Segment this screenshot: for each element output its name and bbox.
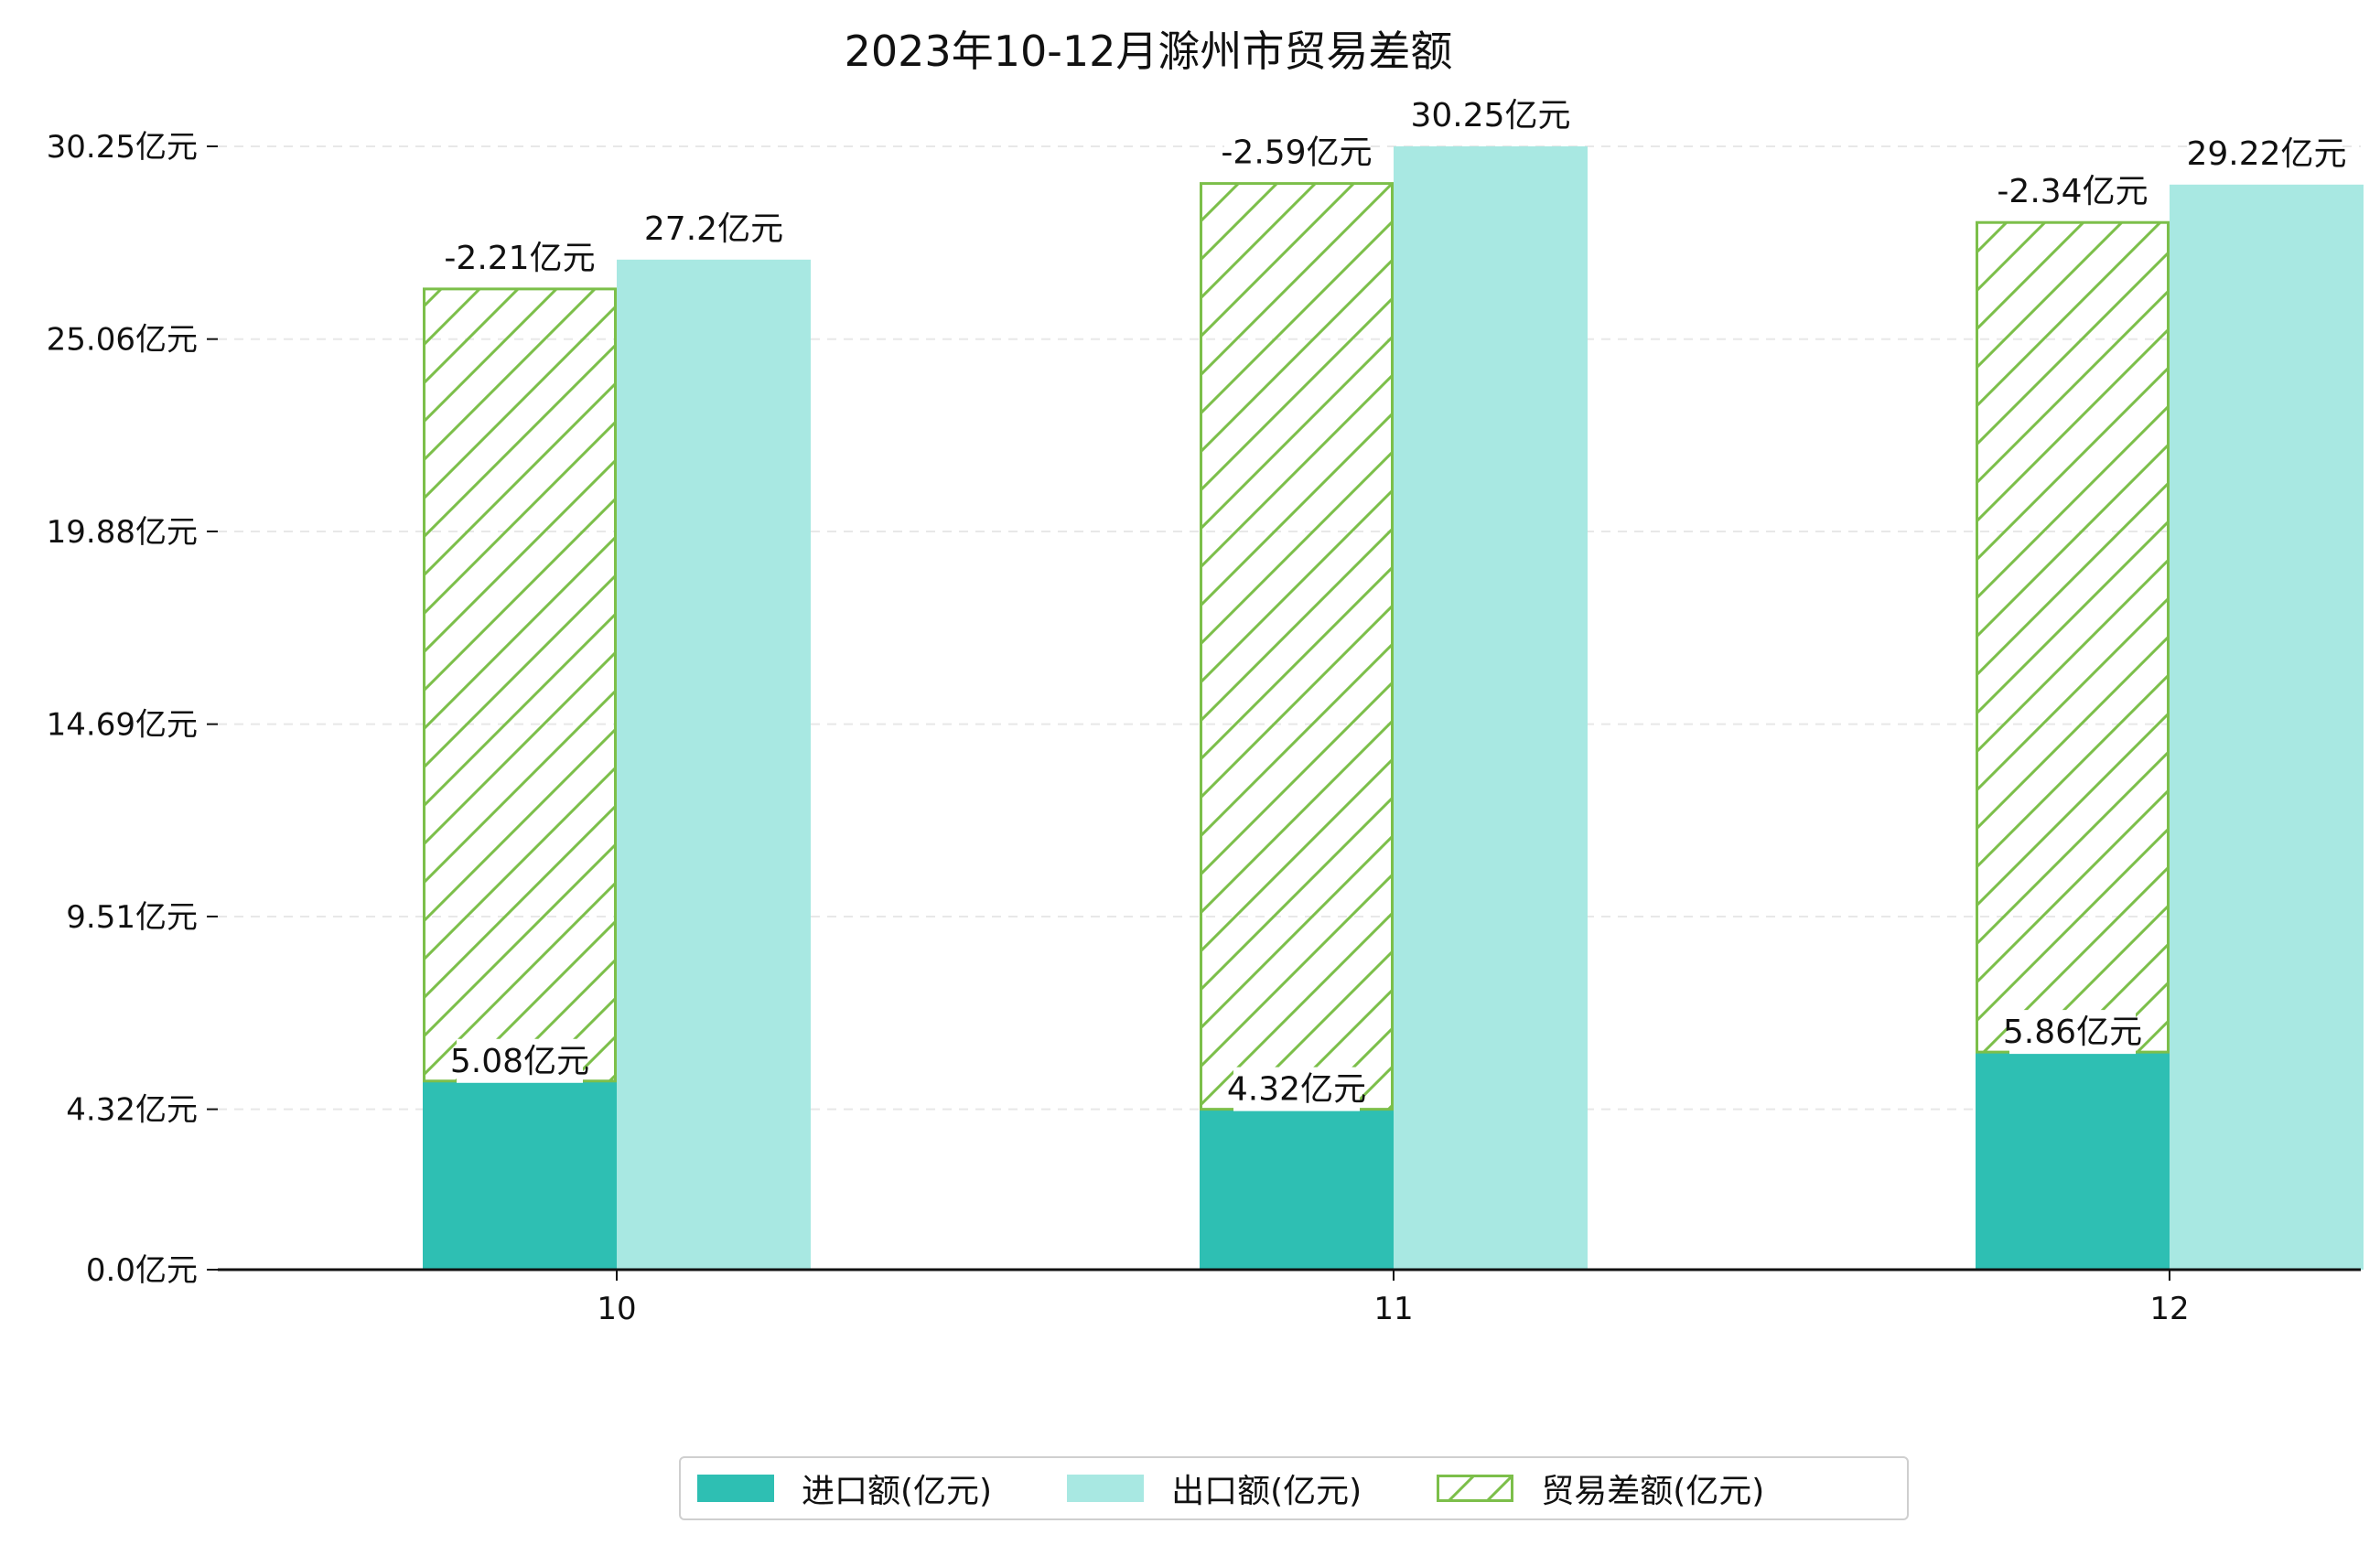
bars bbox=[423, 146, 2364, 1271]
chart-title: 2023年10-12月滁州市贸易差额 bbox=[845, 27, 1453, 76]
bar-import bbox=[1200, 1109, 1394, 1270]
bar-trade-balance bbox=[423, 287, 617, 1083]
bar-trade-balance bbox=[1200, 182, 1394, 1111]
data-label-import-bg bbox=[1233, 1067, 1360, 1111]
legend-label-import: 进口额(亿元) bbox=[802, 1473, 993, 1510]
legend-label-export: 出口额(亿元) bbox=[1171, 1473, 1362, 1510]
data-label-import: 4.32亿元 bbox=[1227, 1071, 1366, 1109]
data-label-export: 30.25亿元 bbox=[1410, 97, 1570, 134]
data-label-balance: -2.59亿元 bbox=[1221, 134, 1372, 172]
x-tick-label: 11 bbox=[1373, 1291, 1413, 1327]
legend: 进口额(亿元) 出口额(亿元) 贸易差额(亿元) bbox=[679, 1456, 1909, 1520]
legend-label-balance: 贸易差额(亿元) bbox=[1541, 1473, 1765, 1510]
bar-export bbox=[1394, 146, 1588, 1270]
data-label-balance-bg bbox=[2000, 169, 2145, 214]
legend-item-export: 出口额(亿元) bbox=[1050, 1458, 1362, 1518]
y-tick-label: 4.32亿元 bbox=[66, 1092, 198, 1129]
x-tick-label: 10 bbox=[597, 1291, 636, 1327]
data-label-export: 27.2亿元 bbox=[644, 210, 783, 248]
bar-export bbox=[617, 259, 811, 1270]
y-tick-label: 19.88亿元 bbox=[47, 514, 198, 551]
bar-import bbox=[1976, 1052, 2170, 1270]
legend-item-import: 进口额(亿元) bbox=[681, 1458, 992, 1518]
axes: 0.0亿元 4.32亿元 9.51亿元 14.69亿元 19.88亿元 25.06亿元 30… bbox=[47, 129, 2361, 1327]
y-tick-label: 25.06亿元 bbox=[47, 322, 198, 359]
data-label-balance: -2.34亿元 bbox=[1997, 173, 2148, 210]
data-label-export: 29.22亿元 bbox=[2186, 135, 2346, 173]
y-tick-label: 0.0亿元 bbox=[86, 1252, 198, 1289]
x-tick-label: 12 bbox=[2149, 1291, 2189, 1327]
data-label-balance-bg bbox=[1224, 130, 1369, 175]
legend-swatch-export bbox=[1067, 1475, 1145, 1502]
data-label-balance: -2.21亿元 bbox=[444, 240, 595, 277]
legend-item-balance: 贸易差额(亿元) bbox=[1420, 1458, 1764, 1518]
data-labels: 5.08亿元 27.2亿元 -2.21亿元 4.32亿元 30.25亿元 -2.59亿元 5… bbox=[444, 93, 2347, 1111]
bar-export bbox=[2170, 184, 2364, 1271]
data-label-balance-bg bbox=[447, 235, 592, 280]
data-label-import: 5.08亿元 bbox=[450, 1043, 589, 1080]
data-label-import-bg bbox=[457, 1038, 583, 1083]
y-tick-label: 9.51亿元 bbox=[66, 899, 198, 936]
data-label-export-bg bbox=[1418, 93, 1563, 137]
legend-swatch-balance bbox=[1437, 1475, 1514, 1502]
data-label-import-bg bbox=[2009, 1010, 2136, 1055]
y-tick-label: 14.69亿元 bbox=[47, 707, 198, 744]
data-label-export-bg bbox=[2194, 131, 2339, 176]
data-label-export-bg bbox=[651, 206, 777, 251]
data-label-import: 5.86亿元 bbox=[2003, 1014, 2142, 1051]
legend-swatch-import bbox=[697, 1475, 774, 1502]
bar-import bbox=[423, 1080, 617, 1270]
y-tick-label: 30.25亿元 bbox=[47, 129, 198, 166]
bar-trade-balance bbox=[1976, 220, 2170, 1054]
